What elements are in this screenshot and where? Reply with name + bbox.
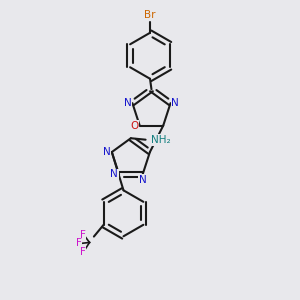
Text: N: N <box>103 147 110 157</box>
Text: N: N <box>110 169 118 179</box>
Text: F: F <box>80 247 86 257</box>
Text: F: F <box>80 230 86 239</box>
Text: N: N <box>124 98 132 108</box>
Text: F: F <box>76 238 82 248</box>
Text: N: N <box>171 98 179 108</box>
Text: N: N <box>139 175 146 185</box>
Text: Br: Br <box>144 10 156 20</box>
Text: NH₂: NH₂ <box>152 135 171 145</box>
Text: O: O <box>130 121 139 130</box>
